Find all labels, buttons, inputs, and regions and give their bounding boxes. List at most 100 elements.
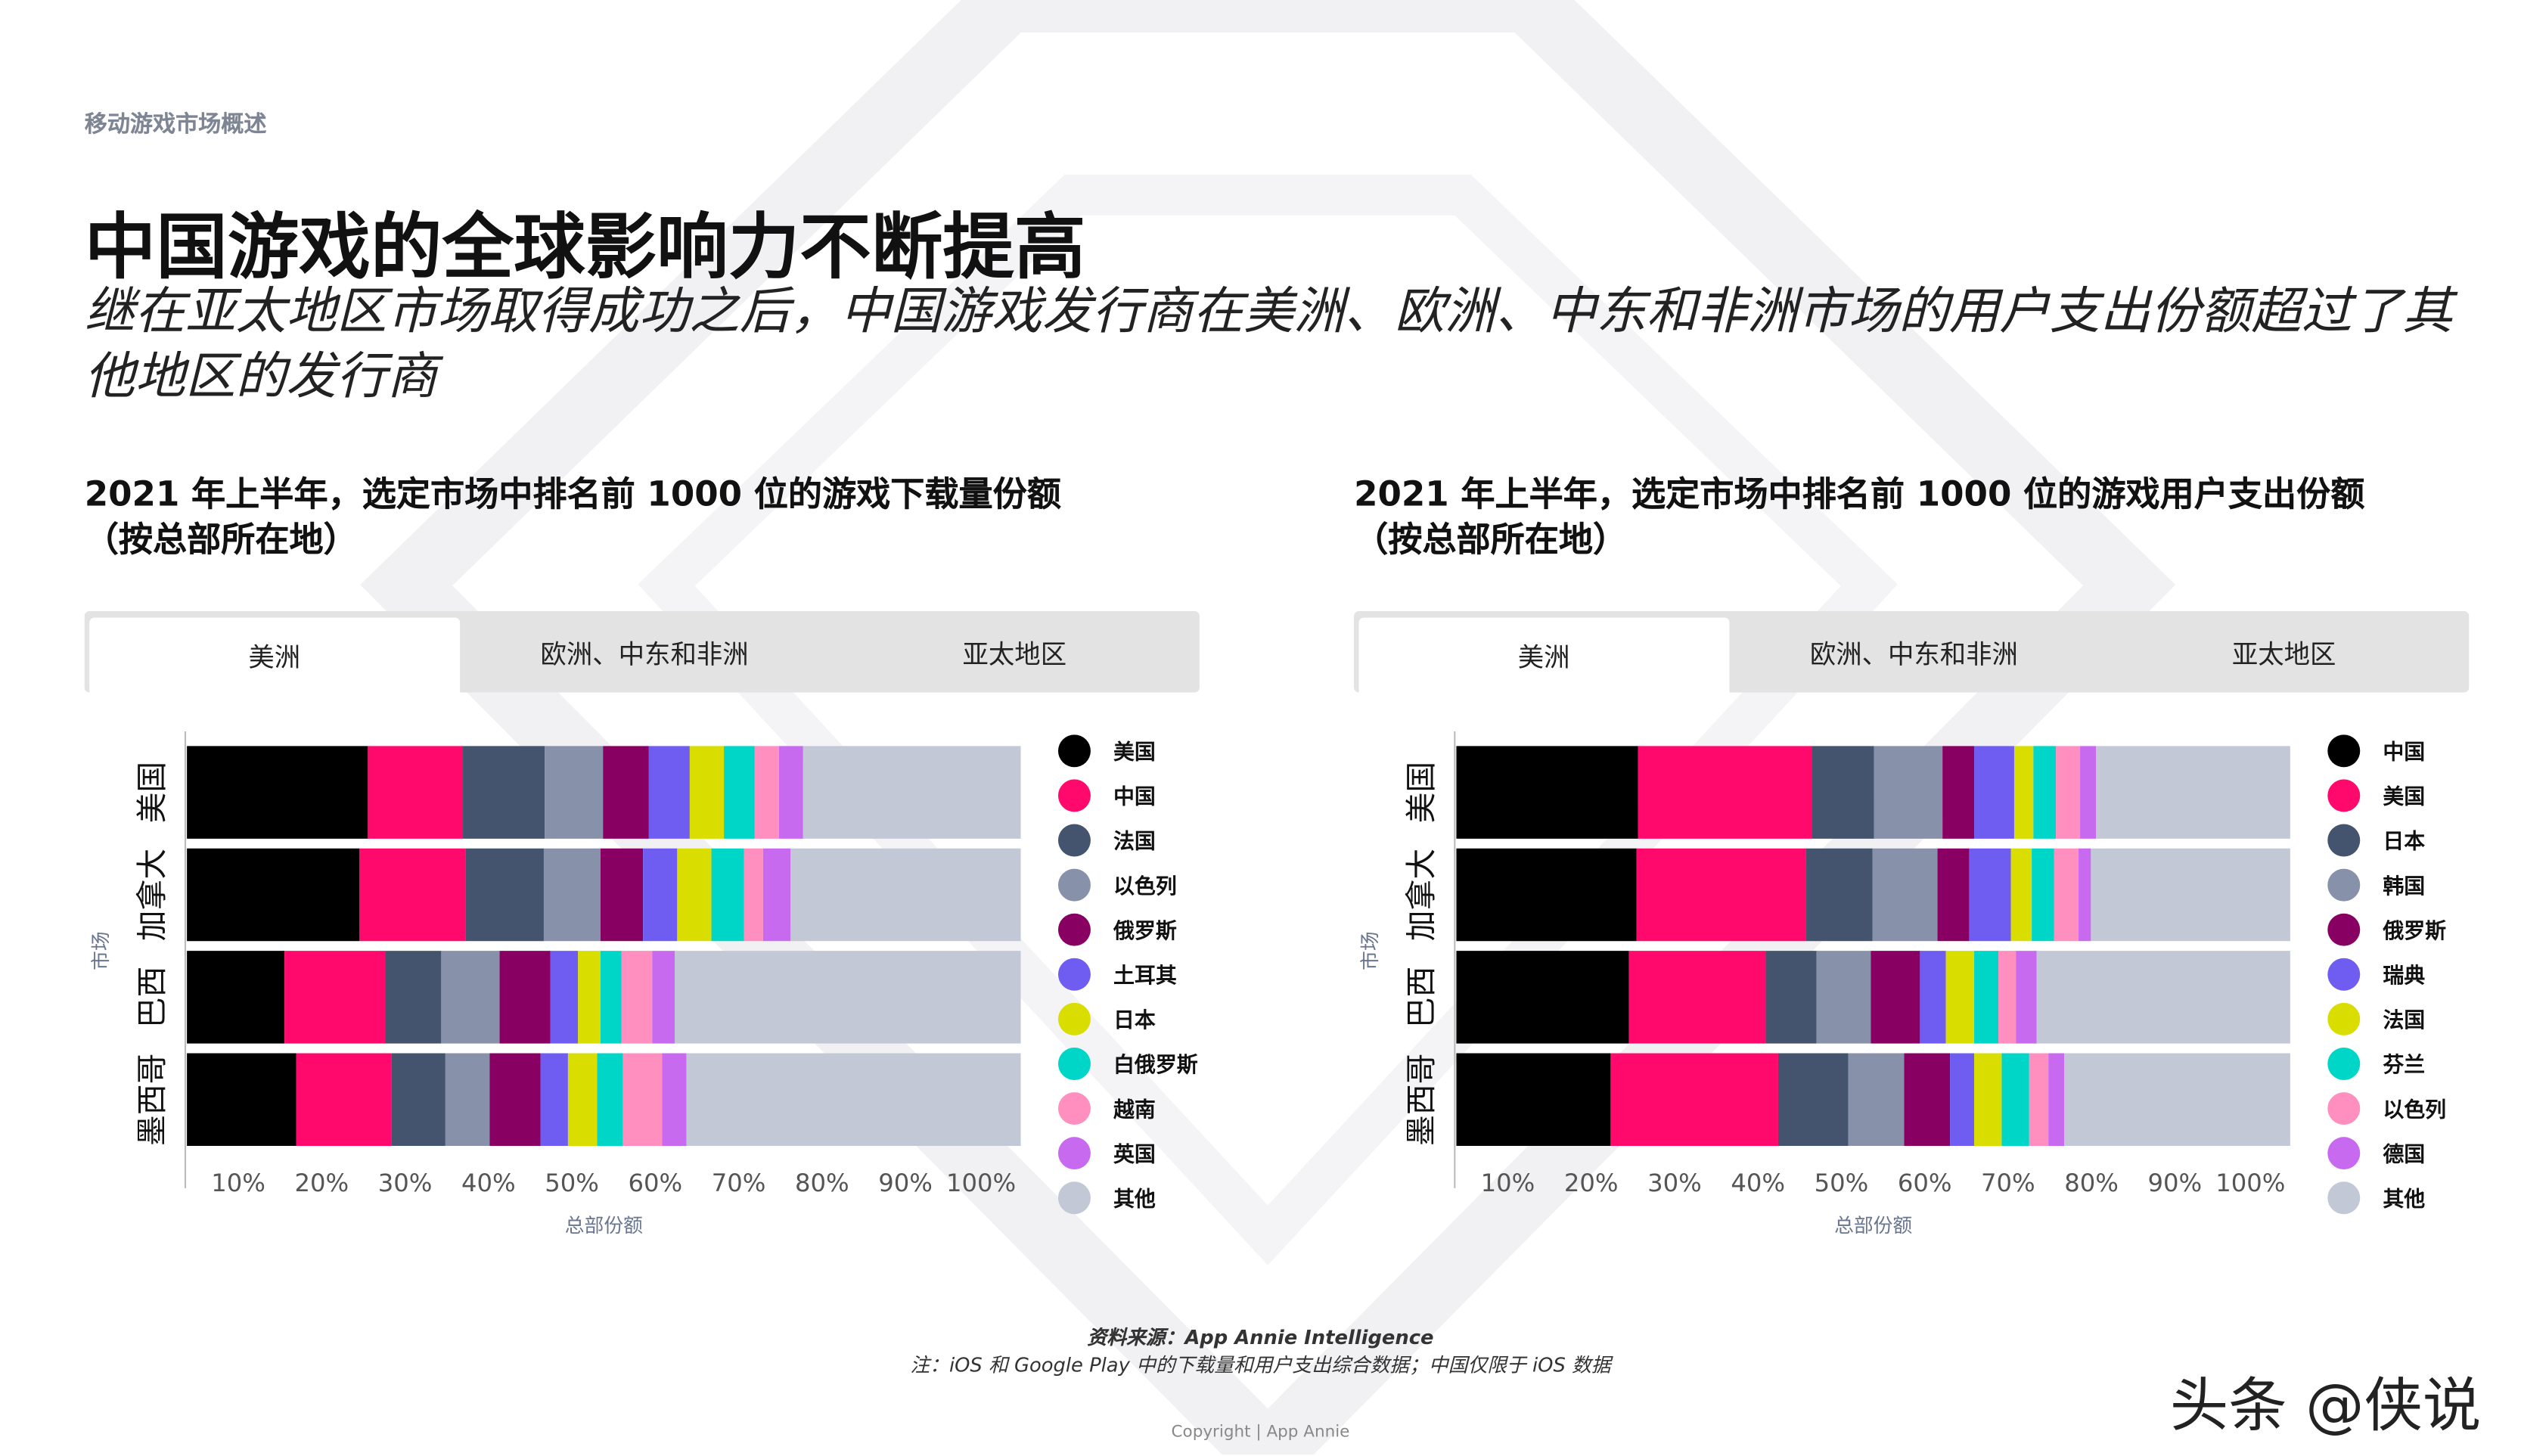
bar-segment [1610, 1053, 1778, 1147]
bar-segment [2054, 848, 2079, 942]
legend-swatch [1057, 958, 1091, 991]
y-axis-label: 市场 [90, 931, 113, 970]
legend-label: 法国 [2383, 1007, 2425, 1032]
bar-segment [686, 1053, 1021, 1147]
bar-segment [603, 746, 649, 839]
bar-segment [744, 848, 763, 942]
x-tick-label: 50% [545, 1169, 599, 1197]
chart: 2021 年上半年，选定市场中排名前 1000 位的游戏下载量份额（按总部所在地… [84, 471, 1206, 1251]
bar-segment [1872, 848, 1938, 942]
bar-segment [1805, 848, 1873, 942]
bar-segment [675, 951, 1021, 1044]
x-tick-label: 60% [629, 1169, 683, 1197]
bar-segment [1848, 1053, 1905, 1147]
legend-swatch [2327, 958, 2361, 991]
legend-label: 其他 [1113, 1187, 1156, 1212]
tab[interactable]: 欧洲、中东和非洲 [540, 638, 749, 670]
category-label: 墨西哥 [1403, 1054, 1439, 1146]
legend-label: 瑞典 [2383, 963, 2425, 988]
bar-segment [652, 951, 675, 1044]
legend-swatch [1057, 1092, 1091, 1125]
bar-segment [1812, 746, 1874, 839]
legend-label: 美国 [2383, 784, 2425, 809]
bar-segment [2036, 951, 2290, 1044]
category-label: 加拿大 [1403, 849, 1439, 941]
bar-segment [622, 1053, 663, 1147]
category-label: 加拿大 [134, 849, 170, 941]
bar-segment [1777, 1053, 1849, 1147]
bar-segment [1945, 951, 1975, 1044]
legend-swatch [1057, 913, 1091, 946]
bar-segment [677, 848, 712, 942]
legend-swatch [2327, 779, 2361, 812]
bar-segment [762, 848, 791, 942]
chart-title: 2021 年上半年，选定市场中排名前 1000 位的游戏用户支出份额（按总部所在… [1354, 474, 2365, 560]
bar-segment [441, 951, 500, 1044]
bar-segment [1920, 951, 1946, 1044]
bar-segment [1974, 746, 2014, 839]
legend-swatch [2327, 1047, 2361, 1080]
bar-segment [385, 951, 442, 1044]
section-label: 移动游戏市场概述 [84, 112, 267, 138]
category-label: 巴西 [134, 967, 170, 1029]
tab[interactable]: 美洲 [1358, 617, 1729, 693]
bar-segment [2032, 848, 2054, 942]
x-tick-label: 80% [2064, 1169, 2119, 1197]
tab[interactable]: 亚太地区 [2231, 638, 2336, 670]
note: 注：iOS 和 Google Play 中的下载量和用户支出综合数据；中国仅限于… [910, 1354, 1611, 1377]
bar-segment [2013, 746, 2034, 839]
bar-segment [1969, 848, 2011, 942]
bar-segment [187, 746, 368, 839]
bar-segment [187, 1053, 296, 1147]
tab[interactable]: 亚太地区 [962, 638, 1067, 670]
x-tick-label: 10% [211, 1169, 265, 1197]
bar-segment [2016, 951, 2037, 1044]
legend-label: 法国 [1113, 829, 1156, 854]
tab[interactable]: 美洲 [89, 617, 460, 693]
bar-segment [543, 848, 601, 942]
bar-segment [2095, 746, 2290, 839]
legend-label: 芬兰 [2383, 1052, 2425, 1077]
x-tick-label: 90% [878, 1169, 933, 1197]
legend-label: 韩国 [2383, 874, 2425, 899]
x-tick-label: 90% [2148, 1169, 2203, 1197]
x-tick-label: 70% [712, 1169, 766, 1197]
bar-segment [2091, 848, 2290, 942]
bar-segment [724, 746, 755, 839]
bar-segment [1937, 848, 1970, 942]
bar-segment [1628, 951, 1766, 1044]
bar-segment [711, 848, 744, 942]
bar-segment [368, 746, 464, 839]
legend-swatch [2327, 1092, 2361, 1125]
bar-segment [1942, 746, 1975, 839]
x-tick-label: 10% [1481, 1169, 1535, 1197]
legend-swatch [1057, 1002, 1091, 1035]
bar-segment [499, 951, 551, 1044]
page-subtitle: 继在亚太地区市场取得成功之后，中国游戏发行商在美洲、欧洲、中东和非洲市场的用户支… [84, 282, 2453, 407]
x-tick-label: 50% [1815, 1169, 1869, 1197]
chart-title: 2021 年上半年，选定市场中排名前 1000 位的游戏下载量份额（按总部所在地… [84, 474, 1061, 560]
legend-swatch [2327, 734, 2361, 768]
bar-segment [600, 951, 622, 1044]
tab[interactable]: 欧洲、中东和非洲 [1809, 638, 2018, 670]
legend-swatch [1057, 779, 1091, 812]
bar-segment [1638, 746, 1812, 839]
x-tick-label: 60% [1898, 1169, 1952, 1197]
bar-segment [1950, 1053, 1975, 1147]
bar-segment [689, 746, 725, 839]
bar-segment [2033, 746, 2057, 839]
bar-segment [489, 1053, 541, 1147]
x-tick-label: 20% [1564, 1169, 1619, 1197]
copyright: Copyright | App Annie [1171, 1423, 1350, 1442]
legend-swatch [1057, 1181, 1091, 1215]
legend-swatch [2327, 824, 2361, 857]
bar-segment [790, 848, 1021, 942]
plot: 10% 20% 30% 40% 50% 60% 70% 80% 90% 100% 总部份额 市场 美国加… [90, 731, 1198, 1237]
x-tick-label: 30% [1647, 1169, 1702, 1197]
x-axis-label: 总部份额 [565, 1215, 643, 1237]
bar-segment [1456, 951, 1629, 1044]
bar-segment [1765, 951, 1817, 1044]
legend-label: 俄罗斯 [1113, 918, 1177, 943]
legend-label: 土耳其 [1113, 963, 1177, 988]
